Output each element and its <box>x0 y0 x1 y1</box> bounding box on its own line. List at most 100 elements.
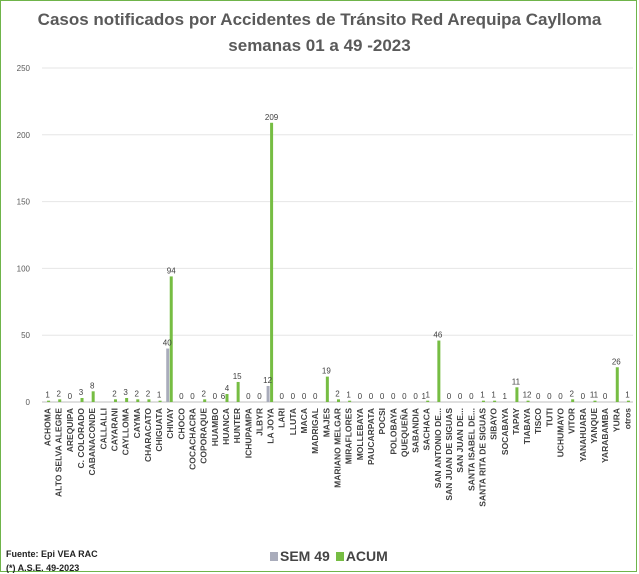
bar-acum <box>203 399 207 402</box>
data-label: 0 <box>179 392 184 401</box>
bar-acum <box>337 399 340 402</box>
x-tick-label: CHIGUATA <box>154 408 164 452</box>
legend-swatch-sem49 <box>270 552 278 561</box>
bar-acum <box>91 391 95 402</box>
data-label: 0 <box>291 392 296 401</box>
chart-title-line1: Casos notificados por Accidentes de Trán… <box>37 10 602 29</box>
bar-acum <box>270 122 274 402</box>
x-tick-label: HUANCA <box>221 408 231 445</box>
x-tick-label: AREQUIPA <box>65 408 75 452</box>
data-label: 0 <box>402 392 407 401</box>
x-tick-label: CAYLLOMA <box>121 408 131 455</box>
data-label: 0 <box>369 392 374 401</box>
y-tick-label: 150 <box>17 198 31 207</box>
data-label: 2 <box>135 389 140 398</box>
data-label: 1 <box>480 391 485 400</box>
data-label: 3 <box>123 388 128 397</box>
data-label: 94 <box>167 266 176 275</box>
x-tick-label: LA JOYA <box>266 408 276 444</box>
data-label: 1 <box>45 391 50 400</box>
legend-label-acum: ACUM <box>345 548 388 564</box>
chart-title-line2: semanas 01 a 49 -2023 <box>228 36 411 55</box>
legend: SEM 49 ACUM <box>270 548 388 564</box>
data-label: 40 <box>163 339 172 348</box>
x-tick-label: CALLALLI <box>98 408 108 450</box>
x-tick-label: C. COLORADO <box>76 408 86 469</box>
x-tick-label: LLUTA <box>288 408 298 435</box>
bar-acum <box>236 381 240 402</box>
y-tick-label: 0 <box>26 398 31 407</box>
x-tick-label: JLBYR <box>254 408 264 436</box>
x-tick-label: otros <box>622 408 632 430</box>
bar-acum <box>426 400 430 402</box>
bar-acum <box>225 393 229 402</box>
x-tick-label: TISCO <box>533 408 543 434</box>
x-tick-label: MAJES <box>321 408 331 438</box>
data-label: 46 <box>433 331 442 340</box>
data-label: 0 <box>469 392 474 401</box>
data-label: 0 <box>547 392 552 401</box>
data-label: 6 <box>221 392 226 401</box>
x-tick-label: COCACHACRA <box>188 408 198 470</box>
bar-acum <box>481 400 485 402</box>
bar-acum <box>147 399 151 402</box>
bar-acum <box>626 400 630 402</box>
bar-acum <box>158 400 162 402</box>
bar-acum <box>348 400 352 402</box>
data-label: 0 <box>313 392 318 401</box>
x-tick-label: YANAHUARA <box>578 408 588 462</box>
x-tick-label: ALTO SELVA ALEGRE <box>54 408 64 497</box>
data-label: 19 <box>322 367 331 376</box>
data-label: 0 <box>380 392 385 401</box>
bar-acum <box>571 399 575 402</box>
x-tick-label: VITOR <box>567 408 577 434</box>
data-label: 0 <box>280 392 285 401</box>
data-label: 1 <box>491 391 496 400</box>
legend-swatch-acum <box>335 552 344 561</box>
x-tick-label: SIBAYO <box>489 408 499 440</box>
x-tick-label: COPORAQUE <box>199 408 209 464</box>
x-tick-label: UCHUMAYO <box>556 408 566 458</box>
data-label: 2 <box>146 389 151 398</box>
x-tick-label: SANTA ISABEL DE... <box>466 408 476 491</box>
data-label: 0 <box>358 392 363 401</box>
data-label: 0 <box>458 392 463 401</box>
x-tick-label: CAYMA <box>132 408 142 438</box>
x-tick-label: CHARACATO <box>143 408 153 462</box>
data-label: 0 <box>413 392 418 401</box>
data-label: 1 <box>625 391 630 400</box>
data-label: 0 <box>190 392 195 401</box>
data-label: 2 <box>112 389 117 398</box>
data-label: 1 <box>503 392 508 401</box>
x-tick-label: POCSI <box>377 408 387 434</box>
data-label: 2 <box>201 389 206 398</box>
bar-acum <box>113 399 117 402</box>
bar-acum <box>80 397 84 402</box>
data-label: 4 <box>225 384 230 393</box>
bar-acum <box>437 340 441 402</box>
x-tick-label: PAUCARPATA <box>366 408 376 465</box>
data-label: 0 <box>447 392 452 401</box>
y-tick-label: 100 <box>17 264 31 273</box>
data-label: 2 <box>56 389 61 398</box>
x-tick-label: ICHUPAMPA <box>243 408 253 458</box>
source-note: Fuente: Epi VEA RAC <box>6 549 98 559</box>
y-tick-label: 250 <box>17 64 31 73</box>
x-tick-label: SAN JUAN DE SIGUAS <box>444 408 454 501</box>
data-label: 15 <box>233 372 242 381</box>
data-label: 0 <box>581 392 586 401</box>
data-label: 1 <box>157 391 162 400</box>
data-label: 0 <box>68 392 73 401</box>
data-label: 0 <box>536 392 541 401</box>
data-label: 2 <box>335 389 340 398</box>
x-tick-label: HUNTER <box>232 408 242 443</box>
x-tick-label: POLOBAYA <box>388 408 398 455</box>
x-tick-label: SOCABAYA <box>500 408 510 455</box>
x-tick-label: MIRAFLORES <box>344 408 354 465</box>
data-label: 0 <box>391 392 396 401</box>
y-tick-label: 50 <box>21 331 30 340</box>
x-tick-label: MOLLEBAYA <box>355 408 365 460</box>
x-tick-label: SACHACA <box>422 408 432 451</box>
x-tick-label: TIABAYA <box>522 408 532 444</box>
data-label: 0 <box>246 392 251 401</box>
